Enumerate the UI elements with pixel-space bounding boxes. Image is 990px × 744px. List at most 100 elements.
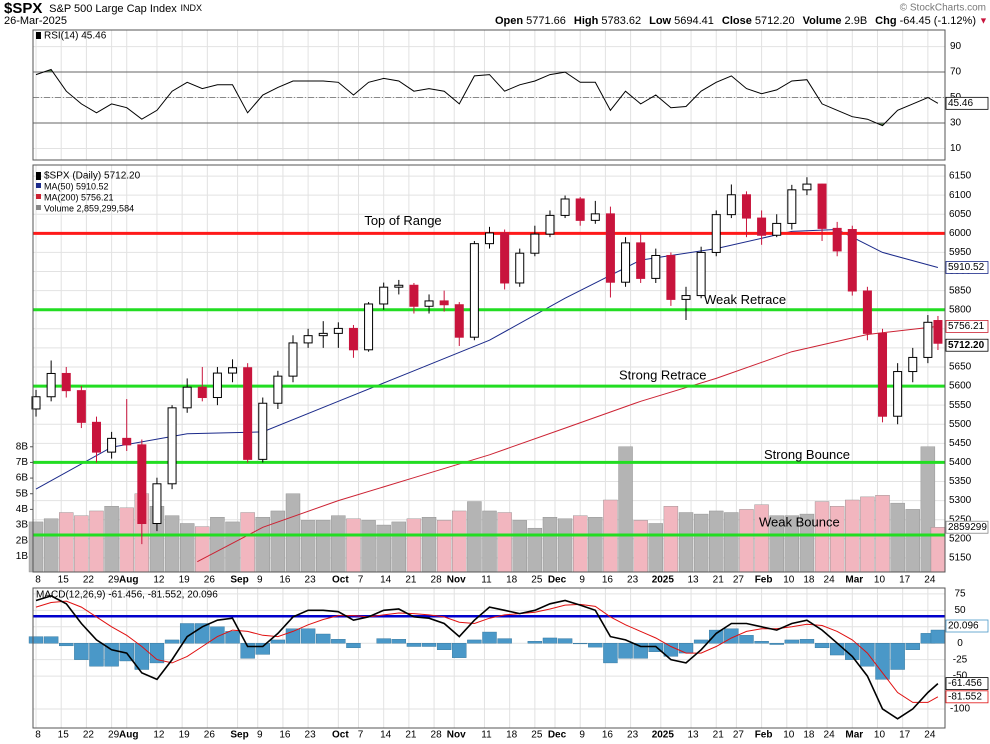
x-tick-label: 2025	[652, 730, 675, 741]
volume-bar	[709, 510, 724, 573]
level-label: Strong Retrace	[619, 368, 706, 383]
histogram-bar	[845, 643, 860, 660]
volume-bar	[512, 520, 527, 573]
volume-bar	[905, 509, 920, 573]
candle-body	[575, 198, 585, 221]
change-arrow: ▼	[979, 15, 988, 25]
value-tag-text: -61.456	[948, 678, 982, 689]
histogram-bar	[588, 643, 603, 648]
volume-bar	[89, 510, 104, 573]
volume-bar	[59, 512, 74, 573]
volume-bar	[361, 520, 376, 573]
y-tick-label: 5850	[949, 285, 972, 296]
legend-text: RSI(14) 45.46	[44, 31, 107, 42]
candle-body	[91, 421, 101, 453]
histogram-bar	[316, 633, 331, 644]
volume-bar	[346, 518, 361, 573]
histogram-bar	[74, 643, 89, 660]
value-tag-text: -81.552	[948, 691, 982, 702]
value-tag	[945, 320, 989, 333]
x-tick-label: 10	[783, 575, 795, 586]
legend-text: Volume 2,859,299,584	[44, 203, 134, 213]
level-label: Strong Bounce	[764, 447, 850, 462]
x-tick-label: 18	[506, 730, 518, 741]
volume-bar	[724, 512, 739, 573]
volume-bar	[225, 521, 240, 573]
quote-label: Low	[649, 15, 671, 27]
candle-body	[878, 332, 888, 417]
candle-body	[364, 303, 374, 351]
x-tick-label: 24	[824, 575, 836, 586]
volume-bar	[391, 521, 407, 573]
candle-body	[228, 367, 238, 374]
histogram-bar	[164, 639, 180, 644]
histogram-bar	[43, 636, 59, 644]
candle-body	[862, 290, 872, 334]
quote-label: Open	[495, 15, 523, 27]
candle-body	[772, 222, 782, 236]
histogram-bar	[255, 643, 270, 655]
legend-icon	[36, 205, 41, 210]
x-tick-label: 22	[83, 575, 95, 586]
legend-text: MA(200) 5756.21	[44, 192, 114, 202]
y-tick-label: 5300	[949, 495, 972, 506]
volume-tick-label: 8B	[16, 441, 29, 452]
legend-icon	[36, 32, 41, 39]
histogram-bar	[89, 643, 104, 667]
candle-body	[933, 320, 943, 344]
y-tick-label: 70	[950, 67, 962, 78]
x-tick-label: Aug	[119, 730, 138, 741]
histogram-bar	[709, 629, 724, 644]
y-tick-label: 6100	[949, 190, 972, 201]
volume-tick-label: 7B	[16, 457, 29, 468]
candle-body	[258, 402, 268, 460]
x-tick-label: 8	[35, 730, 41, 741]
candle-body	[137, 444, 147, 525]
candle-body	[61, 372, 71, 392]
x-tick-label: Nov	[447, 730, 466, 741]
candle-body	[333, 327, 343, 334]
x-tick-label: 16	[279, 575, 291, 586]
copyright: © StockCharts.com	[900, 3, 986, 14]
x-tick-label: Dec	[548, 730, 567, 741]
candle-body	[424, 300, 434, 307]
value-tag	[945, 677, 989, 691]
volume-bar	[557, 518, 573, 573]
y-tick-label: 5650	[949, 362, 972, 373]
volume-bar	[28, 521, 44, 573]
candle-body	[394, 284, 404, 288]
y-tick-label: 5350	[949, 476, 972, 487]
x-tick-label: 16	[602, 575, 614, 586]
y-tick-label: 5550	[949, 400, 972, 411]
quote-label: Close	[722, 15, 752, 27]
x-tick-label: 23	[627, 730, 639, 741]
y-tick-label: 5600	[949, 381, 972, 392]
x-tick-label: 25	[531, 575, 543, 586]
value-tag	[945, 96, 989, 110]
histogram-bar	[814, 643, 830, 649]
volume-bar	[195, 526, 210, 573]
candle-body	[651, 254, 661, 279]
x-tick-label: 15	[58, 575, 70, 586]
candle-body	[636, 242, 646, 279]
candle-body	[122, 437, 132, 446]
rsi-line	[35, 68, 939, 127]
x-tick-label: Sep	[230, 730, 248, 741]
histogram-bar	[557, 638, 573, 644]
candle-body	[273, 375, 283, 404]
volume-bar	[648, 523, 663, 573]
quote-label: High	[574, 15, 599, 27]
legend-icon	[36, 194, 41, 199]
x-tick-label: 28	[431, 575, 443, 586]
volume-bar	[316, 520, 331, 573]
histogram-bar	[754, 641, 769, 644]
x-tick-label: Mar	[845, 575, 863, 586]
candle-body	[318, 332, 328, 337]
x-tick-label: 21	[405, 730, 417, 741]
y-tick-label: 5950	[949, 247, 972, 258]
histogram-bar	[346, 643, 361, 649]
volume-bar	[452, 510, 467, 573]
x-tick-label: 26	[204, 575, 216, 586]
